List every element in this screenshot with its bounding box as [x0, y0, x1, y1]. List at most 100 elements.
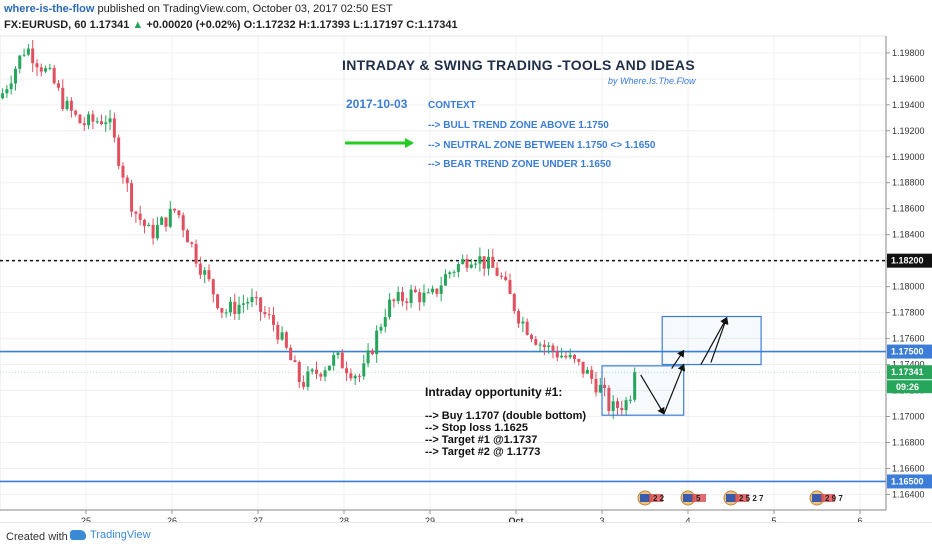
- candle-body: [65, 100, 69, 110]
- y-tick-label: 1.17600: [892, 334, 925, 344]
- chart-title: INTRADAY & SWING TRADING -TOOLS AND IDEA…: [342, 57, 695, 73]
- candle-body: [568, 354, 572, 358]
- candle-body: [482, 256, 486, 269]
- time-axis[interactable]: 25 26 27 28 29 Oct 3 4 5 6: [0, 509, 886, 522]
- candle-body: [259, 297, 263, 312]
- candle-body: [263, 311, 267, 315]
- candle-body: [383, 317, 387, 327]
- candle-body: [108, 118, 112, 123]
- tradingview-logo[interactable]: TradingView: [70, 529, 151, 541]
- countdown-tag-label: 09:26: [896, 382, 919, 392]
- candle-body: [577, 359, 581, 362]
- candle-body: [271, 314, 275, 325]
- candle-body: [5, 89, 9, 94]
- candle-body: [289, 347, 293, 361]
- candle-body: [164, 217, 168, 227]
- candle-body: [211, 279, 215, 295]
- candle-body: [572, 354, 576, 360]
- context-line-bear: --> BEAR TREND ZONE UNDER 1.1650: [428, 159, 612, 170]
- y-tick-label: 1.19200: [892, 126, 925, 136]
- candle-body: [147, 224, 151, 227]
- y-tick-label: 1.18000: [892, 282, 925, 292]
- candle-body: [151, 224, 155, 239]
- candle-body: [104, 122, 108, 125]
- price-axis[interactable]: 1.19800 1.19600 1.19400 1.19200 1.19000 1.188…: [885, 36, 932, 510]
- candle-body: [336, 352, 340, 355]
- opportunity-buy: --> Buy 1.1707 (double bottom): [425, 410, 586, 422]
- candle-body: [332, 354, 336, 366]
- candle-body: [130, 183, 134, 212]
- candle-body: [44, 68, 48, 72]
- candle-body: [22, 54, 26, 56]
- candle-body: [121, 165, 125, 178]
- candle-body: [504, 276, 508, 281]
- candle-body: [495, 267, 499, 276]
- candle-body: [435, 288, 439, 294]
- price-chart[interactable]: 2 2 5 2 5 2 7 2 9 7 INTRADAY & SWING TRADIN…: [0, 34, 932, 522]
- candle-body: [168, 208, 172, 227]
- level-tag-1: [887, 344, 932, 359]
- candle-body: [400, 292, 404, 302]
- candle-body: [142, 219, 146, 227]
- candle-body: [237, 304, 241, 314]
- candle-body: [542, 344, 546, 348]
- countdown-tag: [887, 380, 932, 394]
- candle-body: [353, 375, 357, 379]
- tradingview-icon: [70, 530, 86, 541]
- candle-body: [555, 351, 559, 358]
- y-tick-label: 1.19800: [892, 48, 925, 58]
- footer: Created with TradingView: [0, 522, 932, 551]
- level-tag-2: [887, 474, 932, 489]
- candle-body: [538, 344, 542, 346]
- candle-body: [486, 256, 490, 269]
- candle-body: [448, 272, 452, 275]
- candle-body: [18, 55, 22, 69]
- trade-path-arrow: [640, 374, 665, 415]
- opportunity-target-2: --> Target #2 @ 1.1773: [425, 446, 540, 458]
- candle-body: [297, 362, 301, 383]
- candle-body: [198, 263, 202, 275]
- candle-body: [491, 256, 495, 268]
- candle-body: [9, 83, 13, 90]
- context-line-bull: --> BULL TREND ZONE ABOVE 1.1750: [428, 120, 609, 131]
- change-up-icon: ▲: [132, 19, 144, 31]
- candle-body: [624, 400, 628, 411]
- candle-body: [39, 67, 43, 72]
- last-price-tag-label: 1.17341: [891, 367, 924, 377]
- x-tick-label: 3: [599, 516, 604, 522]
- y-tick-label: 1.18400: [892, 230, 925, 240]
- symbol-interval[interactable]: FX:EURUSD, 60: [4, 19, 87, 31]
- candle-body: [224, 312, 228, 314]
- candle-body: [388, 299, 392, 318]
- candle-body: [521, 321, 525, 324]
- candle-body: [362, 363, 366, 377]
- author-link[interactable]: where-is-the-flow: [4, 3, 95, 15]
- candle-body: [228, 301, 232, 313]
- opportunity-title: Intraday opportunity #1:: [425, 385, 562, 399]
- candle-body: [87, 114, 91, 126]
- drawings: [601, 315, 762, 416]
- event-flag-label: 2 9 7: [825, 494, 843, 503]
- level-tag-label-1: 1.17500: [891, 347, 924, 357]
- y-tick-label: 1.17800: [892, 308, 925, 318]
- candle-body: [547, 345, 551, 348]
- candle-body: [220, 308, 224, 313]
- candle-body: [250, 296, 254, 303]
- candle-body: [340, 352, 344, 369]
- level-tag-label-2: 1.16500: [891, 476, 924, 486]
- y-tick-label: 1.19000: [892, 152, 925, 162]
- candle-body: [78, 114, 82, 124]
- x-tick-label: Oct: [508, 516, 523, 522]
- y-tick-label: 1.16400: [892, 489, 925, 499]
- candle-body: [216, 294, 220, 309]
- event-flag-label: 5: [696, 494, 701, 503]
- candle-body: [323, 370, 327, 377]
- candle-body: [35, 63, 39, 68]
- x-tick-label: 5: [771, 516, 776, 522]
- candle-body: [508, 280, 512, 294]
- candle-body: [590, 369, 594, 379]
- candle-body: [276, 324, 280, 340]
- candle-body: [48, 67, 52, 69]
- x-tick-label: 26: [167, 516, 177, 522]
- x-tick-label: 28: [339, 516, 349, 522]
